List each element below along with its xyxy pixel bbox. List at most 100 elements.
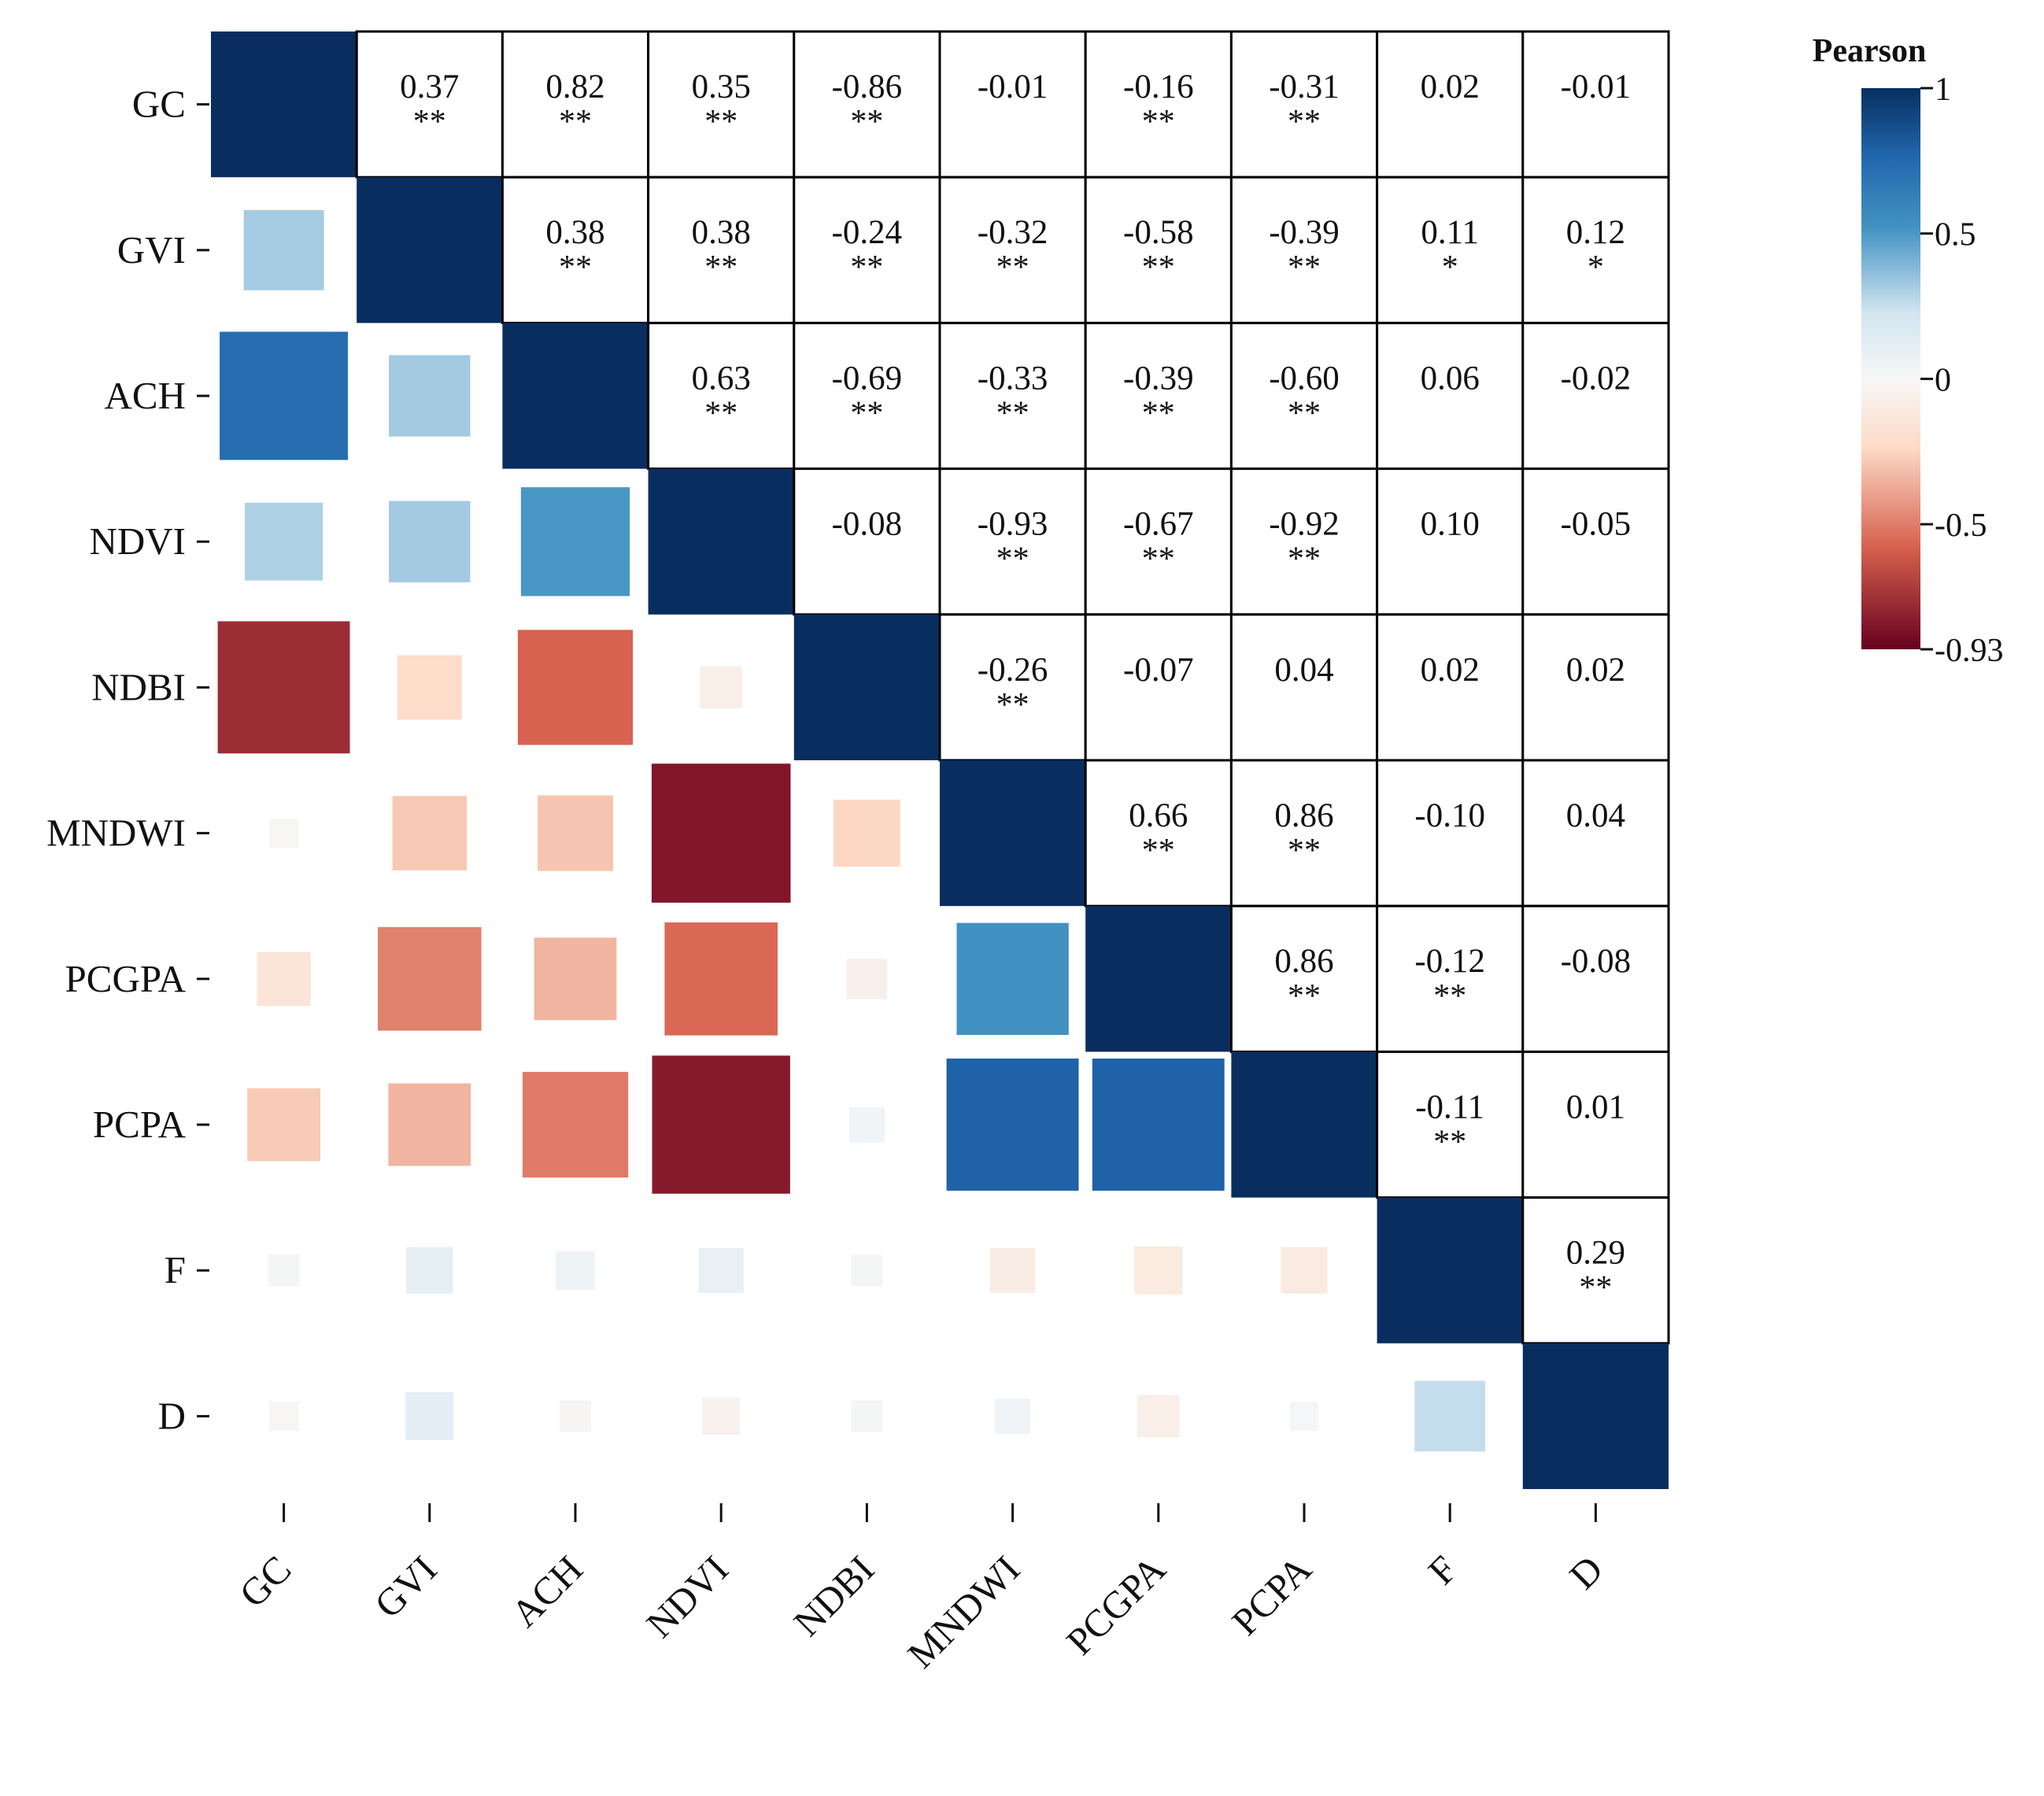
coefficient-label-gvi-f: 0.11 <box>1421 214 1479 251</box>
diagonal-cell-ndbi <box>793 614 940 760</box>
x-axis-label-d: D <box>1561 1547 1611 1598</box>
correlation-square-pcpa-ndvi <box>652 1055 790 1194</box>
significance-label-gvi-d: * <box>1588 249 1604 286</box>
correlation-square-pcpa-ach <box>522 1071 629 1178</box>
coefficient-label-gc-f: 0.02 <box>1421 68 1480 105</box>
y-axis-label-pcpa: PCPA <box>93 1103 187 1146</box>
legend-tick-label-1: 0.5 <box>1935 217 1976 253</box>
significance-label-ndvi-pcgpa: ** <box>1142 541 1175 578</box>
y-axis-label-mndwi: MNDWI <box>46 811 186 855</box>
correlation-square-d-pcgpa <box>1137 1395 1180 1438</box>
significance-label-ach-pcgpa: ** <box>1142 395 1175 431</box>
x-axis-label-ndvi: NDVI <box>638 1547 737 1646</box>
coefficient-label-gc-pcgpa: -0.16 <box>1123 68 1194 105</box>
correlation-square-f-pcgpa <box>1134 1246 1183 1295</box>
upper-cell-gc-gvi <box>355 30 504 179</box>
upper-cell-pcgpa-pcpa <box>1229 904 1379 1053</box>
upper-cell-gvi-d <box>1521 176 1670 324</box>
coefficient-label-gc-ndvi: 0.35 <box>692 68 751 105</box>
x-axis-label-ach: ACH <box>503 1547 591 1635</box>
diagonal-cell-pcgpa <box>1085 906 1232 1052</box>
coefficient-label-ach-pcgpa: -0.39 <box>1123 360 1194 397</box>
x-axis-label-gc: GC <box>231 1547 299 1616</box>
coefficient-label-ach-ndvi: 0.63 <box>692 360 751 397</box>
correlation-square-d-ndbi <box>851 1400 883 1432</box>
coefficient-label-ach-ndbi: -0.69 <box>832 360 903 397</box>
upper-cell-pcpa-d <box>1521 1050 1670 1199</box>
upper-cell-ach-d <box>1521 321 1670 471</box>
coefficient-label-gvi-mndwi: -0.32 <box>978 214 1048 251</box>
upper-cell-ndvi-f <box>1376 467 1525 616</box>
correlation-square-pcgpa-ach <box>534 937 617 1021</box>
y-axis-label-ndvi: NDVI <box>90 519 186 563</box>
coefficient-label-ndbi-f: 0.02 <box>1421 652 1480 689</box>
upper-cell-ach-mndwi <box>938 321 1087 471</box>
significance-label-gc-ndvi: ** <box>704 104 737 140</box>
y-axis-label-ndbi: NDBI <box>91 665 186 708</box>
coefficient-label-gc-ach: 0.82 <box>545 68 604 105</box>
significance-label-gvi-mndwi: ** <box>996 249 1029 286</box>
coefficient-label-gc-mndwi: -0.01 <box>978 68 1048 105</box>
legend-colorbar <box>1861 88 1920 649</box>
significance-label-ach-ndbi: ** <box>850 395 883 431</box>
correlation-square-mndwi-ndbi <box>833 800 900 867</box>
upper-cell-ndvi-pcgpa <box>1084 467 1233 616</box>
coefficient-label-gvi-ndvi: 0.38 <box>692 214 751 251</box>
coefficient-label-mndwi-d: 0.04 <box>1566 797 1625 834</box>
correlation-square-ndvi-gc <box>245 502 323 581</box>
diagonal-cell-d <box>1522 1343 1669 1489</box>
coefficient-label-gvi-pcgpa: -0.58 <box>1123 214 1194 251</box>
coefficient-label-mndwi-pcgpa: 0.66 <box>1129 797 1188 834</box>
coefficient-label-gvi-d: 0.12 <box>1566 214 1625 251</box>
coefficient-label-mndwi-pcpa: 0.86 <box>1274 797 1333 834</box>
upper-cell-ach-f <box>1376 321 1525 471</box>
legend-tick-label-2: 0 <box>1935 362 1951 398</box>
significance-label-gc-ndbi: ** <box>850 104 883 140</box>
x-axis-label-ndbi: NDBI <box>785 1547 883 1645</box>
significance-label-gc-ach: ** <box>559 104 592 140</box>
diagonal-cell-ach <box>502 323 649 469</box>
upper-cell-ach-ndvi <box>647 321 796 471</box>
coefficient-label-gc-ndbi: -0.86 <box>832 68 903 105</box>
correlation-square-d-mndwi <box>995 1399 1031 1434</box>
coefficient-label-gvi-ach: 0.38 <box>545 214 604 251</box>
upper-cell-ach-pcpa <box>1229 321 1379 471</box>
matrix-layer: 0.37**0.82**0.35**-0.86**-0.01 -0.16**-0.… <box>211 30 1670 1489</box>
correlation-square-ndvi-ach <box>520 487 630 597</box>
coefficient-label-f-d: 0.29 <box>1566 1235 1625 1272</box>
significance-label-ach-mndwi: ** <box>996 395 1029 431</box>
coefficient-label-ach-d: -0.02 <box>1561 360 1632 397</box>
correlation-square-mndwi-ach <box>538 795 613 871</box>
legend-title: Pearson <box>1813 33 1927 69</box>
significance-label-ndvi-pcpa: ** <box>1288 541 1321 578</box>
upper-cell-gvi-pcgpa <box>1084 176 1233 324</box>
significance-label-gvi-ndvi: ** <box>704 249 737 286</box>
correlation-square-f-ndbi <box>851 1255 883 1287</box>
y-axis-label-ach: ACH <box>105 374 186 417</box>
coefficient-label-mndwi-f: -0.10 <box>1414 797 1485 834</box>
significance-label-pcpa-f: ** <box>1433 1124 1466 1160</box>
significance-label-gc-gvi: ** <box>413 104 446 140</box>
correlation-square-mndwi-gvi <box>392 796 467 870</box>
correlation-square-pcgpa-ndbi <box>846 959 888 1000</box>
coefficient-label-ach-mndwi: -0.33 <box>978 360 1048 397</box>
diagonal-cell-pcpa <box>1231 1051 1377 1198</box>
y-axis-label-gvi: GVI <box>117 228 186 272</box>
coefficient-label-ndvi-f: 0.10 <box>1421 506 1480 543</box>
coefficient-label-ndbi-d: 0.02 <box>1566 652 1625 689</box>
significance-label-f-d: ** <box>1579 1270 1612 1306</box>
correlation-square-d-gc <box>269 1401 299 1431</box>
x-axis-label-gvi: GVI <box>366 1547 445 1626</box>
coefficient-label-ndvi-d: -0.05 <box>1561 506 1632 543</box>
correlation-square-pcgpa-gvi <box>378 927 482 1031</box>
coefficient-label-pcgpa-d: -0.08 <box>1561 943 1632 980</box>
coefficient-label-gc-pcpa: -0.31 <box>1269 68 1340 105</box>
correlation-square-d-gvi <box>405 1391 454 1440</box>
correlation-square-pcpa-gc <box>247 1088 320 1162</box>
upper-cell-ach-ndbi <box>793 321 941 471</box>
correlation-square-f-gc <box>268 1255 300 1287</box>
correlation-square-mndwi-ndvi <box>651 763 791 903</box>
x-axis-label-pcpa: PCPA <box>1223 1547 1320 1643</box>
diagonal-cell-ndvi <box>648 468 794 615</box>
